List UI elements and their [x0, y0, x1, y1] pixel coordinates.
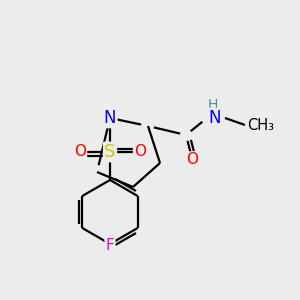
Text: N: N [209, 109, 221, 127]
Text: O: O [74, 145, 86, 160]
Text: CH₃: CH₃ [247, 118, 274, 133]
Text: H: H [208, 98, 218, 112]
Text: S: S [104, 143, 116, 161]
Text: F: F [106, 238, 114, 253]
Text: O: O [134, 145, 146, 160]
Text: N: N [104, 109, 116, 127]
Text: O: O [186, 152, 198, 167]
